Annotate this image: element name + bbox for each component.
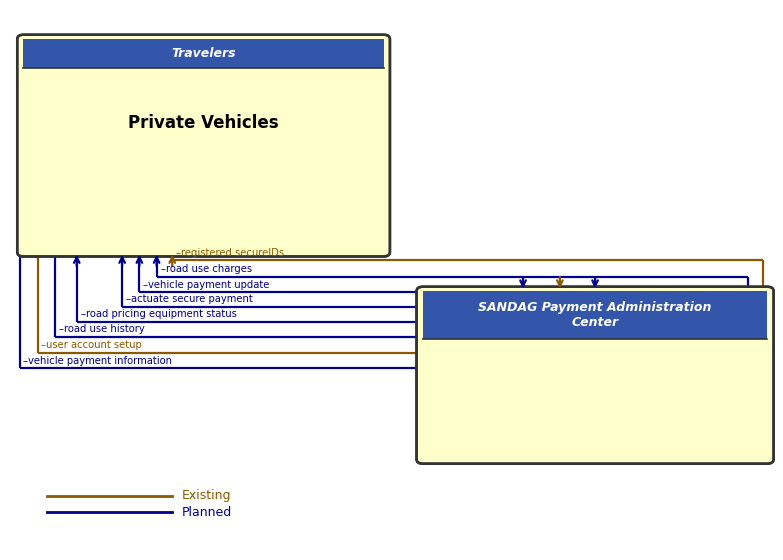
Text: –road use charges: –road use charges [161, 264, 251, 274]
Text: SANDAG Payment Administration
Center: SANDAG Payment Administration Center [478, 301, 712, 329]
Text: –actuate secure payment: –actuate secure payment [126, 294, 253, 304]
Text: –road pricing equipment status: –road pricing equipment status [81, 309, 236, 319]
FancyBboxPatch shape [417, 287, 774, 464]
Text: Planned: Planned [182, 506, 232, 519]
Text: Travelers: Travelers [171, 47, 236, 60]
Text: Existing: Existing [182, 489, 231, 502]
Text: Private Vehicles: Private Vehicles [128, 114, 279, 132]
Bar [423, 291, 767, 339]
Bar [23, 39, 384, 68]
Text: –road use history: –road use history [59, 324, 145, 334]
Text: –user account setup: –user account setup [41, 340, 143, 350]
Text: –registered secureIDs: –registered secureIDs [176, 248, 284, 258]
Text: –vehicle payment update: –vehicle payment update [143, 279, 269, 290]
FancyBboxPatch shape [17, 35, 390, 256]
Text: –vehicle payment information: –vehicle payment information [23, 356, 172, 366]
